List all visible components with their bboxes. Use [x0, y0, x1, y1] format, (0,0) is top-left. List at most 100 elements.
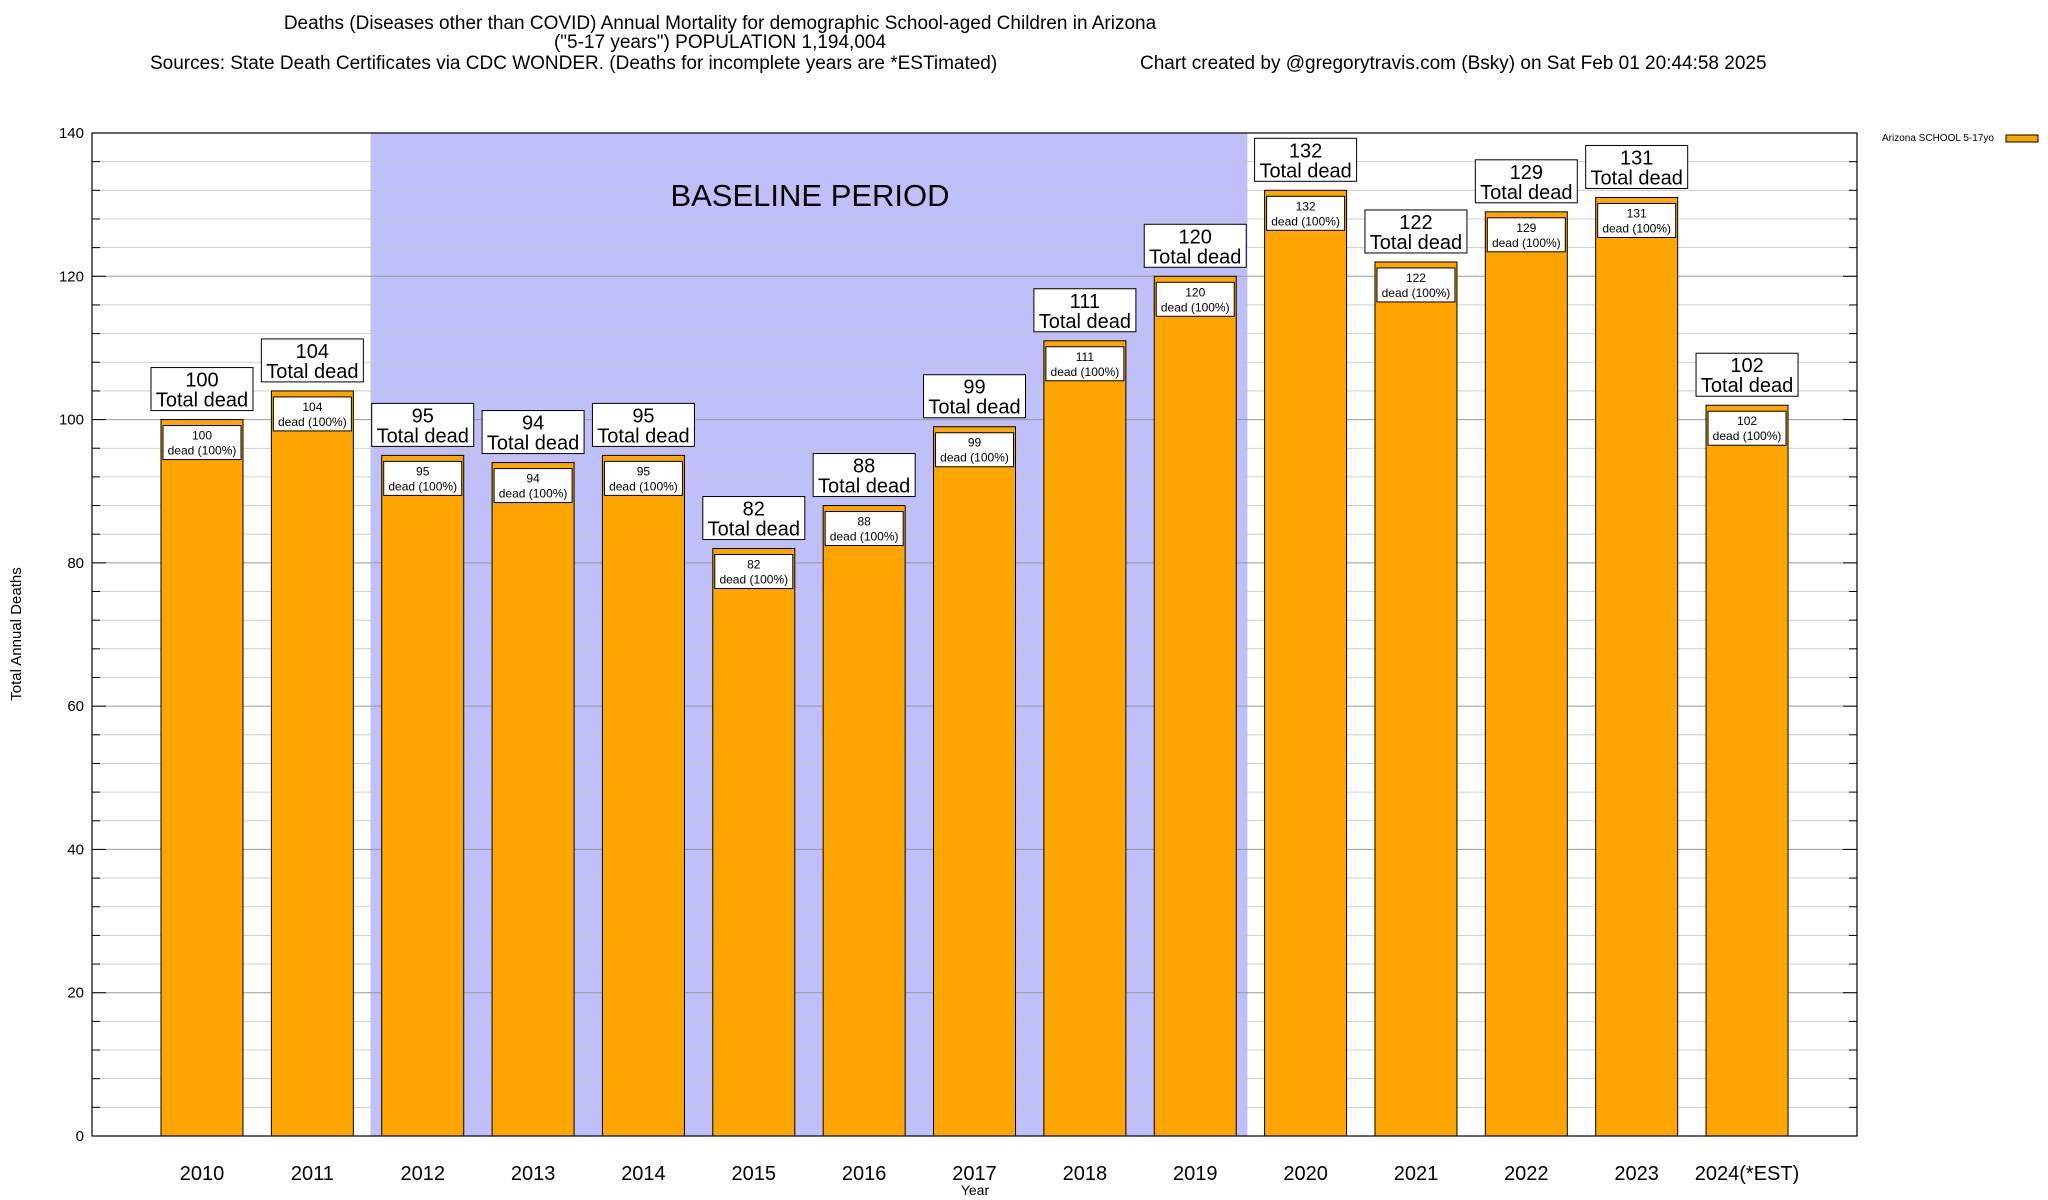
bar-inner-value-label: 95 — [416, 464, 430, 478]
bar-top-total-label: Total dead — [1480, 182, 1572, 204]
x-tick-label: 2018 — [1063, 1163, 1108, 1185]
y-tick-label: 100 — [59, 412, 84, 429]
bar-inner-label-box — [935, 432, 1015, 468]
bar-top-total-label: Total dead — [708, 519, 800, 541]
bar-inner-percent-label: dead (100%) — [830, 530, 899, 544]
y-tick-label: 120 — [59, 268, 84, 285]
bar-top-value-label: 82 — [743, 499, 765, 521]
bar — [1264, 189, 1348, 1137]
bar-top-total-label: Total dead — [597, 425, 689, 447]
bar-inner-value-label: 88 — [857, 515, 871, 529]
bar-inner-label-box — [1376, 267, 1456, 303]
y-tick-label: 0 — [76, 1128, 84, 1145]
bar-inner-label-box — [603, 460, 683, 496]
bar-top-label-box — [1474, 159, 1578, 204]
x-tick-label: 2023 — [1614, 1163, 1659, 1185]
x-tick-label: 2013 — [511, 1163, 556, 1185]
bar-inner-label-box — [824, 511, 904, 547]
bar-inner-label-box — [1266, 195, 1346, 231]
chart-titles: Deaths (Diseases other than COVID) Annua… — [0, 0, 2048, 80]
bar-top-label-box — [481, 410, 585, 455]
y-axis-ticks: 0 20 40 60 80 100 120 140 — [59, 125, 1857, 1145]
bar-inner-label-box — [1155, 281, 1235, 317]
bar-inner-label-box — [1597, 202, 1677, 238]
bar — [933, 426, 1017, 1137]
bar-top-value-label: 111 — [1070, 291, 1100, 313]
bar-top-label-box — [1364, 209, 1468, 254]
bar-top-total-label: Total dead — [818, 476, 910, 498]
bar-inner-label-box — [1045, 346, 1125, 382]
bar — [601, 454, 685, 1137]
bar-inner-value-label: 122 — [1406, 271, 1426, 285]
chart-subtitle: ("5-17 years") POPULATION 1,194,004 — [553, 32, 887, 53]
chart-credit: Chart created by @gregorytravis.com (Bsk… — [1140, 53, 1767, 74]
bar-top-label-box — [1585, 144, 1689, 189]
bar-inner-label-box — [383, 460, 463, 496]
bar — [822, 505, 906, 1137]
chart-title: Deaths (Diseases other than COVID) Annua… — [283, 13, 1157, 34]
bar-inner-value-label: 132 — [1296, 199, 1316, 213]
x-tick-label: 2011 — [291, 1163, 334, 1185]
bar-inner-percent-label: dead (100%) — [1382, 286, 1451, 300]
x-tick-label: 2021 — [1394, 1163, 1439, 1185]
bar-inner-percent-label: dead (100%) — [278, 415, 347, 429]
bar-inner-label-box — [1486, 217, 1566, 253]
bar — [1705, 404, 1789, 1137]
bar-top-value-label: 94 — [522, 413, 544, 435]
bar-inner-value-label: 95 — [637, 464, 651, 478]
bar-top-total-label: Total dead — [377, 425, 469, 447]
bar-top-total-label: Total dead — [266, 361, 358, 383]
bar-top-value-label: 102 — [1730, 355, 1763, 377]
y-axis-label: Total Annual Deaths — [8, 567, 25, 700]
bar-top-label-box — [1695, 352, 1799, 397]
y-tick-label: 60 — [67, 698, 84, 715]
chart-source: Sources: State Death Certificates via CD… — [150, 53, 998, 74]
bar-top-total-label: Total dead — [156, 390, 248, 412]
x-tick-label: 2015 — [732, 1163, 777, 1185]
bar-inner-value-label: 131 — [1627, 206, 1647, 220]
bar-inner-percent-label: dead (100%) — [719, 573, 788, 587]
y-tick-label: 40 — [67, 841, 84, 858]
bar-inner-value-label: 102 — [1737, 414, 1757, 428]
bar-inner-percent-label: dead (100%) — [1602, 221, 1671, 235]
x-tick-label: 2024(*EST) — [1695, 1163, 1800, 1185]
bar-inner-label-box — [272, 396, 352, 432]
bar-top-label-box — [1033, 288, 1137, 333]
legend-swatch — [2005, 134, 2039, 143]
bar-inner-value-label: 99 — [968, 436, 982, 450]
bar-inner-percent-label: dead (100%) — [1271, 214, 1340, 228]
x-axis-label: Year — [961, 1182, 990, 1198]
x-tick-label: 2016 — [842, 1163, 887, 1185]
bar-top-value-label: 122 — [1399, 212, 1432, 234]
bar — [1043, 340, 1127, 1137]
bar-top-label-box — [260, 338, 364, 383]
bar-inner-percent-label: dead (100%) — [609, 479, 678, 493]
baseline-period-label: BASELINE PERIOD — [670, 178, 949, 213]
bar-inner-value-label: 82 — [747, 558, 761, 572]
bar — [270, 390, 354, 1137]
bar-inner-percent-label: dead (100%) — [1161, 300, 1230, 314]
bar — [1484, 211, 1568, 1137]
bar-inner-percent-label: dead (100%) — [388, 479, 457, 493]
bar-top-value-label: 104 — [296, 341, 329, 363]
y-tick-label: 80 — [67, 555, 84, 572]
bar-top-label-box — [812, 453, 916, 498]
bar-top-label-box — [1143, 223, 1247, 268]
bar-inner-percent-label: dead (100%) — [168, 444, 237, 458]
bar-inner-percent-label: dead (100%) — [499, 487, 568, 501]
bar-top-total-label: Total dead — [1701, 375, 1793, 397]
y-tick-label: 20 — [67, 985, 84, 1002]
x-tick-label: 2022 — [1504, 1163, 1549, 1185]
bar-inner-percent-label: dead (100%) — [940, 451, 1009, 465]
bar-top-total-label: Total dead — [1370, 232, 1462, 254]
x-tick-label: 2012 — [400, 1163, 445, 1185]
bar-inner-percent-label: dead (100%) — [1713, 429, 1782, 443]
bar-top-total-label: Total dead — [1149, 246, 1241, 268]
bar-top-value-label: 95 — [412, 405, 434, 427]
x-tick-label: 2010 — [180, 1163, 225, 1185]
bar-top-total-label: Total dead — [1259, 160, 1351, 182]
bar — [1374, 261, 1458, 1137]
bar-top-total-label: Total dead — [487, 433, 579, 455]
